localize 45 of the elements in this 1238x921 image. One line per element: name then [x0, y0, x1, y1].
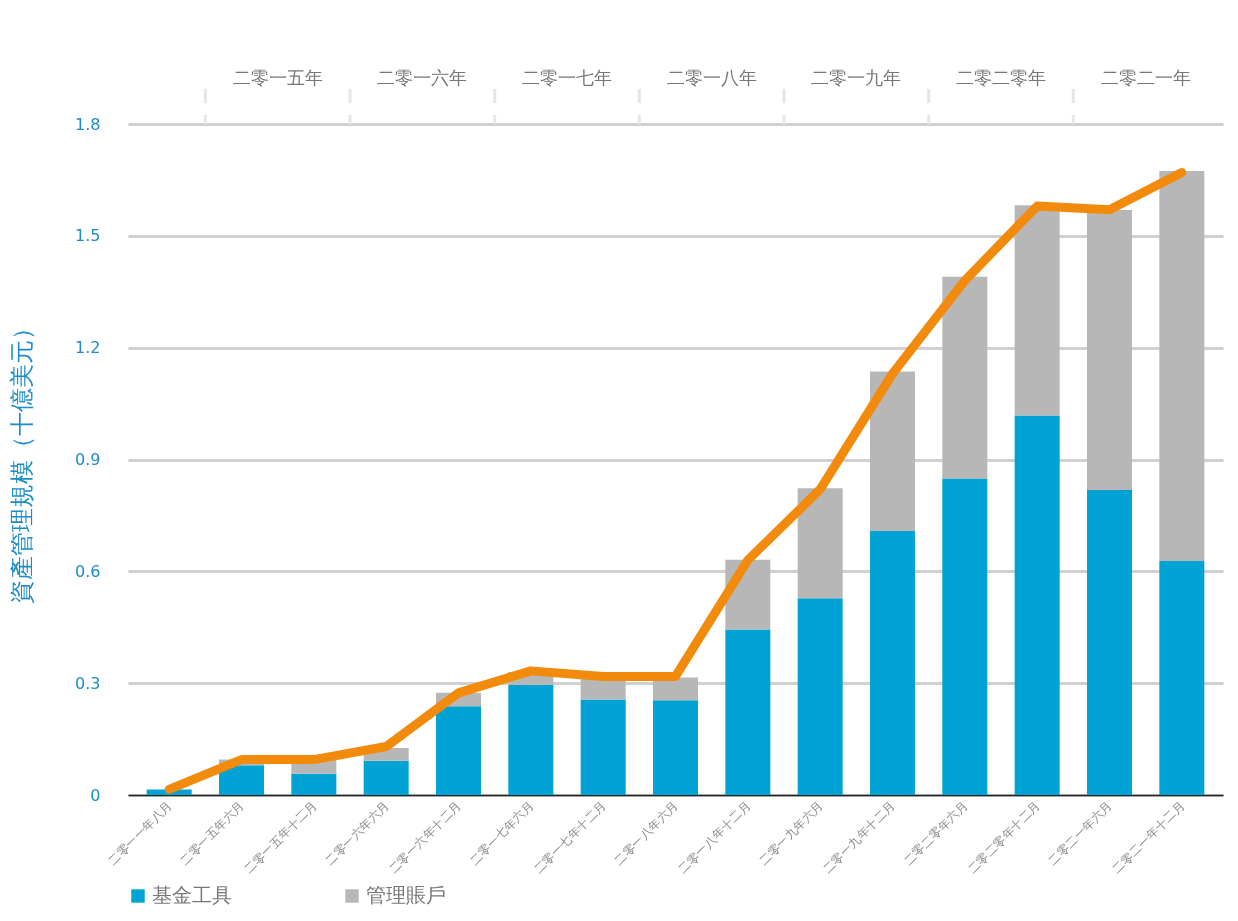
text: 二零一九年 — [811, 67, 902, 88]
bar — [1014, 415, 1060, 795]
legend-label: 基金工具 — [152, 883, 232, 907]
text: 二零一五年 — [232, 67, 323, 88]
text: 二零一八年 — [666, 67, 757, 88]
text: 二零二一年 — [1100, 67, 1191, 88]
bar — [797, 488, 843, 599]
bar — [869, 371, 916, 532]
x-tick-label: 二零一一年八月 — [105, 798, 175, 868]
bar — [1159, 170, 1205, 561]
y-tick-label: 0 — [90, 785, 101, 805]
bar — [291, 773, 337, 795]
bar — [942, 478, 988, 795]
x-tick-label: 二零一八年六月 — [611, 798, 681, 868]
text: 二零一六年 — [377, 67, 468, 88]
y-tick-label: 1.2 — [75, 338, 101, 358]
bar — [508, 685, 554, 795]
y-tick-label: 0.9 — [75, 450, 101, 469]
x-tick-label: 二零二零年六月 — [900, 798, 971, 868]
text: 二零一七年 — [522, 67, 612, 88]
x-tick-label: 二零一九年六月 — [756, 798, 826, 868]
bar — [942, 276, 988, 479]
y-axis-title: 資產管理規模（十億美元） — [8, 316, 37, 604]
x-tick-label: 二零一七年六月 — [466, 798, 537, 868]
bar — [1014, 205, 1060, 416]
bar — [1159, 560, 1205, 795]
text: 二零二零年 — [956, 67, 1046, 88]
x-tick-label: 二零一五年六月 — [177, 798, 247, 868]
bar — [435, 706, 482, 795]
bar — [725, 629, 771, 795]
bar — [797, 598, 843, 795]
y-tick-label: 0.6 — [75, 561, 101, 581]
bar — [580, 699, 626, 795]
legend-label: 管理賬戶 — [366, 883, 446, 907]
x-tick-label: 二零二一年六月 — [1045, 798, 1115, 868]
x-tick-label: 二零一六年六月 — [322, 798, 392, 868]
bar — [1086, 490, 1133, 795]
y-tick-label: 0.3 — [75, 673, 101, 693]
bar — [652, 700, 699, 795]
bar — [869, 531, 916, 795]
bar — [1086, 210, 1133, 491]
y-tick-label: 1.8 — [75, 114, 101, 134]
y-tick-label: 1.5 — [75, 226, 101, 246]
bar — [218, 765, 265, 795]
bar — [363, 760, 409, 795]
